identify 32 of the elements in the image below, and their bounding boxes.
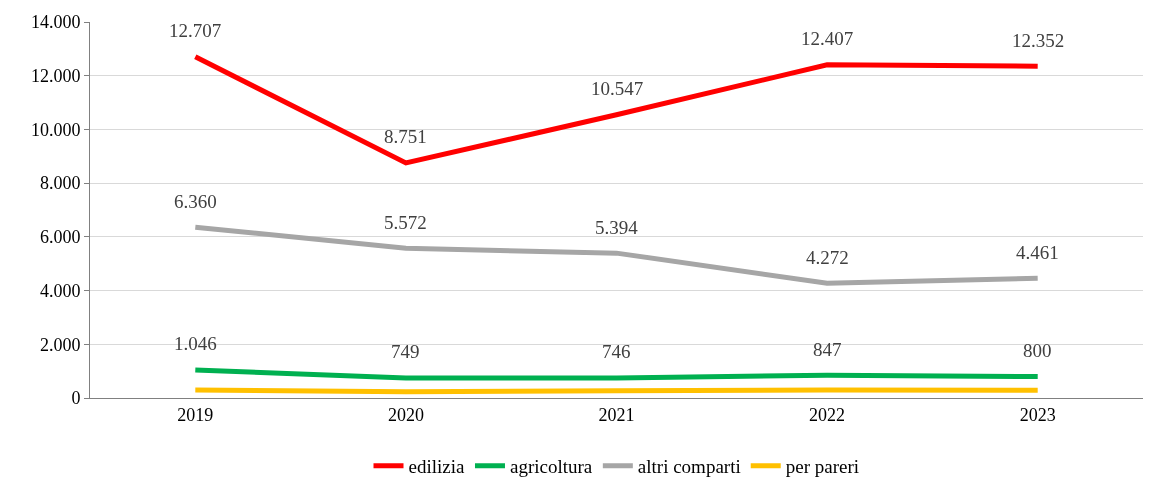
y-tick-label: 4.000 — [39, 280, 81, 301]
data-label: 5.394 — [595, 217, 639, 238]
legend-label: per pareri — [785, 456, 860, 478]
y-tick-label: 6.000 — [39, 227, 81, 248]
data-label: 4.272 — [806, 247, 849, 268]
y-tick-label: 8.000 — [39, 173, 81, 194]
data-label: 749 — [391, 341, 420, 362]
legend-label: agricoltura — [509, 456, 593, 478]
y-tick-label: 10.000 — [30, 119, 81, 140]
data-label: 847 — [813, 339, 842, 360]
x-tick-label: 2020 — [387, 404, 424, 425]
x-tick-label: 2022 — [809, 404, 846, 425]
y-tick-label: 0 — [71, 388, 81, 409]
x-tick-label: 2019 — [177, 404, 214, 425]
y-tick-label: 2.000 — [39, 334, 81, 355]
x-tick-label: 2021 — [598, 404, 635, 425]
legend-label: altri comparti — [637, 456, 741, 478]
data-label: 746 — [602, 341, 631, 362]
y-tick-label: 14.000 — [30, 12, 81, 33]
data-label: 6.360 — [174, 191, 217, 212]
data-label: 1.046 — [174, 333, 217, 354]
data-label: 5.572 — [384, 212, 427, 233]
data-label: 12.707 — [169, 20, 222, 41]
legend-label: edilizia — [408, 456, 465, 478]
data-label: 10.547 — [591, 78, 644, 99]
x-tick-label: 2023 — [1019, 404, 1056, 425]
data-label: 12.407 — [801, 28, 854, 49]
data-label: 12.352 — [1012, 30, 1065, 51]
y-tick-label: 12.000 — [30, 66, 81, 87]
data-label: 4.461 — [1016, 242, 1059, 263]
data-label: 800 — [1023, 340, 1052, 361]
data-label: 8.751 — [384, 126, 427, 147]
